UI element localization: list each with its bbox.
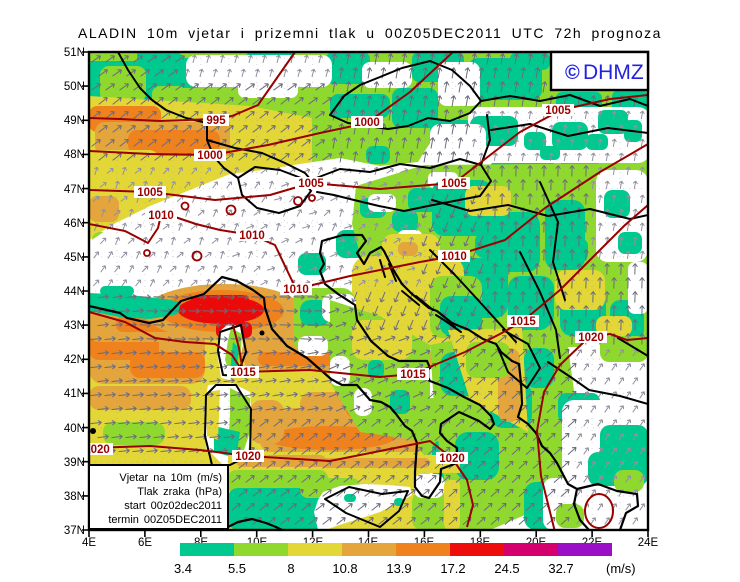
svg-text:1020: 1020 (578, 332, 604, 344)
svg-text:40N: 40N (64, 423, 85, 435)
svg-text:10.8: 10.8 (332, 561, 357, 576)
svg-text:47N: 47N (64, 184, 85, 196)
svg-text:1005: 1005 (137, 187, 163, 199)
svg-text:1005: 1005 (545, 105, 571, 117)
svg-text:32.7: 32.7 (548, 561, 573, 576)
svg-text:©: © (565, 62, 580, 84)
svg-text:50N: 50N (64, 81, 85, 93)
svg-text:1015: 1015 (510, 316, 536, 328)
svg-text:24.5: 24.5 (494, 561, 519, 576)
svg-text:48N: 48N (64, 149, 85, 161)
svg-text:13.9: 13.9 (386, 561, 411, 576)
svg-text:42N: 42N (64, 354, 85, 366)
svg-text:17.2: 17.2 (440, 561, 465, 576)
svg-text:DHMZ: DHMZ (583, 61, 644, 84)
svg-text:8: 8 (287, 561, 294, 576)
svg-text:Vjetar na 10m (m/s): Vjetar na 10m (m/s) (119, 472, 222, 484)
svg-text:1015: 1015 (400, 369, 426, 381)
svg-text:43N: 43N (64, 320, 85, 332)
svg-text:6E: 6E (138, 537, 152, 549)
svg-text:3.4: 3.4 (174, 561, 192, 576)
svg-text:24E: 24E (638, 537, 659, 549)
svg-text:44N: 44N (64, 286, 85, 298)
svg-text:1010: 1010 (148, 210, 174, 222)
svg-text:45N: 45N (64, 252, 85, 264)
svg-text:1005: 1005 (441, 178, 467, 190)
svg-text:1010: 1010 (239, 230, 265, 242)
svg-text:(m/s): (m/s) (606, 561, 636, 576)
svg-text:start 00z02dec2011: start 00z02dec2011 (124, 500, 222, 512)
svg-text:Tlak zraka (hPa): Tlak zraka (hPa) (137, 486, 222, 498)
svg-text:ALADIN 10m vjetar i prizemni t: ALADIN 10m vjetar i prizemni tlak u 00Z0… (78, 25, 662, 41)
svg-text:46N: 46N (64, 218, 85, 230)
svg-text:39N: 39N (64, 457, 85, 469)
svg-text:4E: 4E (82, 537, 96, 549)
svg-text:1010: 1010 (441, 251, 467, 263)
svg-text:49N: 49N (64, 115, 85, 127)
svg-text:38N: 38N (64, 491, 85, 503)
svg-text:1000: 1000 (197, 150, 223, 162)
svg-text:termin 00Z05DEC2011: termin 00Z05DEC2011 (108, 514, 222, 526)
svg-text:37N: 37N (64, 525, 85, 537)
svg-text:1020: 1020 (235, 451, 261, 463)
svg-text:1015: 1015 (230, 367, 256, 379)
svg-text:41N: 41N (64, 388, 85, 400)
svg-text:51N: 51N (64, 47, 85, 59)
svg-text:995: 995 (206, 115, 226, 127)
svg-text:5.5: 5.5 (228, 561, 246, 576)
svg-text:1020: 1020 (439, 453, 465, 465)
svg-text:1000: 1000 (354, 117, 380, 129)
svg-text:1010: 1010 (283, 284, 309, 296)
svg-text:1020: 1020 (84, 444, 110, 456)
svg-text:1005: 1005 (298, 178, 324, 190)
